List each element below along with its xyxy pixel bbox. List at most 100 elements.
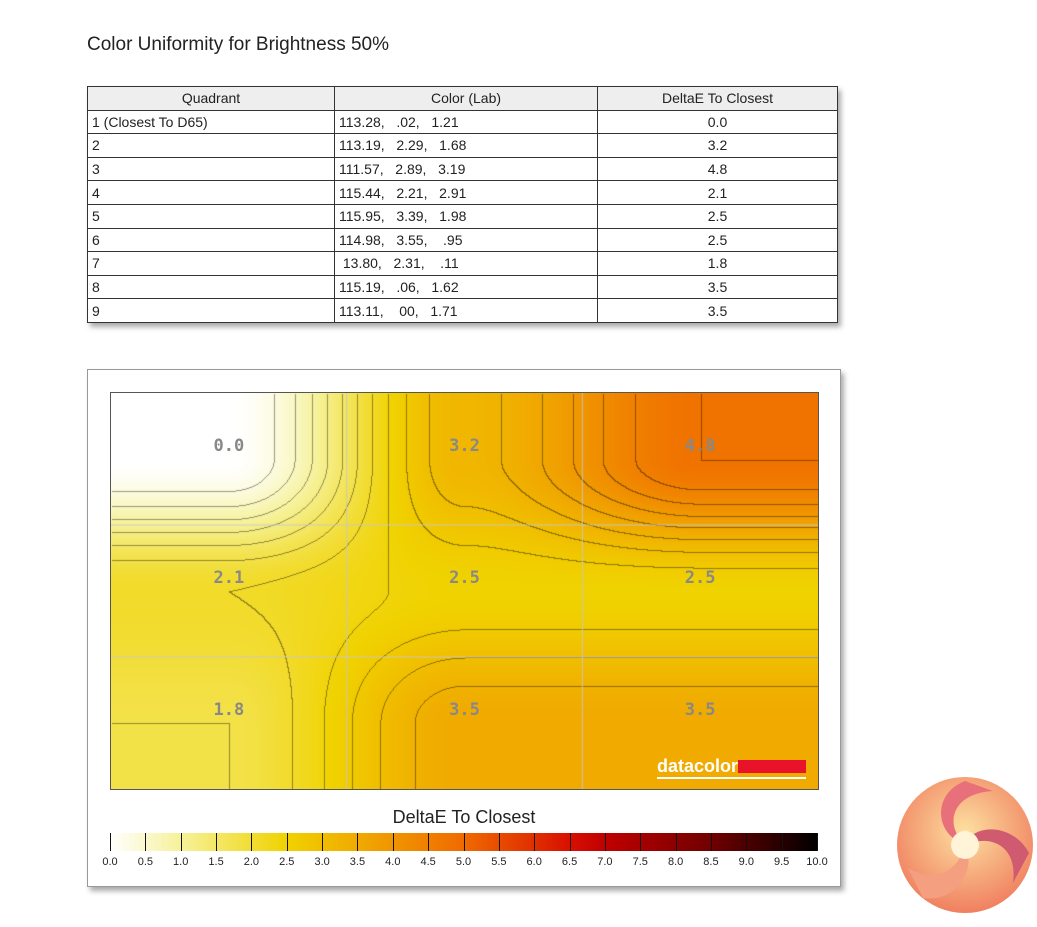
quadrant-cell: 3 <box>87 156 335 182</box>
col-header: Quadrant <box>87 86 335 111</box>
table-row: 7 13.80, 2.31, .11 1.8 <box>87 251 838 276</box>
table-row: 1 (Closest To D65) 113.28, .02, 1.21 0.0 <box>87 109 838 135</box>
quadrant-cell: 5 <box>87 203 335 229</box>
lab-cell: 113.19, 2.29, 1.68 <box>334 133 598 158</box>
scale-tick <box>286 833 288 851</box>
scale-tick <box>251 833 253 851</box>
scale-tick-label: 10.0 <box>806 856 828 868</box>
scale-tick-label: 0.0 <box>102 856 118 868</box>
lab-cell: 115.95, 3.39, 1.98 <box>334 203 598 229</box>
deltae-cell: 2.5 <box>597 227 838 253</box>
scale-tick-label: 9.0 <box>738 856 754 868</box>
cell-value-label: 4.8 <box>684 435 716 456</box>
scale-tick-label: 8.0 <box>667 856 684 868</box>
uniformity-table: Quadrant Color (Lab) DeltaE To Closest 1… <box>87 86 838 323</box>
uniformity-chart: datacolor 0.0 3.2 4.8 2.1 2.5 2.5 1.8 3.5 3.5 De… <box>87 369 841 887</box>
scale-tick <box>322 833 324 851</box>
scale-tick <box>498 833 500 851</box>
lab-cell: 113.11, 00, 1.71 <box>334 298 598 323</box>
scale-tick <box>710 833 712 851</box>
scale-tick <box>534 833 536 851</box>
heatmap-plot: datacolor 0.0 3.2 4.8 2.1 2.5 2.5 1.8 3.5 3.5 <box>110 392 819 790</box>
scale-tick-label: 5.5 <box>491 856 507 868</box>
cell-value-label: 3.5 <box>684 699 716 720</box>
scale-tick <box>463 833 465 851</box>
quadrant-cell: 4 <box>87 180 335 205</box>
scale-tick-label: 5.0 <box>455 856 472 868</box>
datacolor-logo: datacolor <box>656 756 806 779</box>
table-row: 8 115.19, .06, 1.62 3.5 <box>87 274 838 300</box>
legend-title: DeltaE To Closest <box>392 807 536 827</box>
scale-tick <box>781 833 783 851</box>
deltae-cell: 3.5 <box>597 298 838 323</box>
scale-tick-label: 3.0 <box>314 856 330 868</box>
brand-bar <box>738 760 806 773</box>
scale-tick-label: 6.5 <box>561 856 578 868</box>
lab-cell: 113.28, .02, 1.21 <box>334 109 598 135</box>
scale-tick-label: 2.0 <box>243 856 260 868</box>
scale-tick <box>392 833 394 851</box>
cell-value-label: 0.0 <box>213 435 245 456</box>
quadrant-cell: 2 <box>87 133 335 158</box>
scale-tick-label: 9.5 <box>773 856 790 868</box>
quadrant-cell: 1 (Closest To D65) <box>87 109 335 135</box>
scale-tick <box>746 833 748 851</box>
table-row: 5 115.95, 3.39, 1.98 2.5 <box>87 203 838 229</box>
scale-tick <box>428 833 430 851</box>
lab-cell: 111.57, 2.89, 3.19 <box>334 156 598 182</box>
quadrant-cell: 8 <box>87 274 335 300</box>
deltae-cell: 3.2 <box>597 133 838 158</box>
table-row: 3 111.57, 2.89, 3.19 4.8 <box>87 156 838 182</box>
lab-cell: 13.80, 2.31, .11 <box>334 251 598 276</box>
cell-value-label: 2.1 <box>213 567 245 588</box>
table-row: 9 113.11, 00, 1.71 3.5 <box>87 298 838 323</box>
table-row: 6 114.98, 3.55, .95 2.5 <box>87 227 838 253</box>
scale-tick-label: 6.0 <box>526 856 542 868</box>
scale-tick-label: 0.5 <box>137 856 153 868</box>
scale-tick <box>357 833 359 851</box>
cell-value-label: 3.5 <box>449 699 480 720</box>
deltae-cell: 4.8 <box>597 156 838 182</box>
scale-tick <box>675 833 677 851</box>
lab-cell: 114.98, 3.55, .95 <box>334 227 598 253</box>
quadrant-cell: 9 <box>87 298 335 323</box>
scale-tick <box>640 833 642 851</box>
scale-tick <box>569 833 571 851</box>
quadrant-cell: 6 <box>87 227 335 253</box>
deltae-cell: 2.5 <box>597 203 838 229</box>
table-row: 4 115.44, 2.21, 2.91 2.1 <box>87 180 838 205</box>
lab-cell: 115.19, .06, 1.62 <box>334 274 598 300</box>
quadrant-cell: 7 <box>87 251 335 276</box>
scale-tick-label: 7.5 <box>632 856 648 868</box>
scale-tick <box>817 833 818 851</box>
site-logo <box>897 777 1033 913</box>
deltae-cell: 1.8 <box>597 251 838 276</box>
col-header: Color (Lab) <box>334 86 598 111</box>
scale-tick <box>145 833 147 851</box>
scale-tick-label: 4.0 <box>385 856 401 868</box>
cell-value-label: 2.5 <box>684 567 716 588</box>
cell-value-label: 3.2 <box>449 435 480 456</box>
scale-tick-label: 1.5 <box>208 856 224 868</box>
deltae-cell: 3.5 <box>597 274 838 300</box>
scale-tick-label: 8.5 <box>703 856 719 868</box>
scale-tick <box>110 833 111 851</box>
col-header: DeltaE To Closest <box>597 86 838 111</box>
cell-value-label: 1.8 <box>213 699 245 720</box>
scale-tick-label: 2.5 <box>279 856 295 868</box>
scale-tick-label: 7.0 <box>597 856 613 868</box>
table-row: 2 113.19, 2.29, 1.68 3.2 <box>87 133 838 158</box>
deltae-cell: 2.1 <box>597 180 838 205</box>
deltae-cell: 0.0 <box>597 109 838 135</box>
heatmap-field <box>111 393 818 789</box>
cell-value-label: 2.5 <box>449 567 480 588</box>
scale-tick-label: 1.0 <box>173 856 189 868</box>
scale-tick <box>180 833 182 851</box>
scale-tick-label: 3.5 <box>349 856 366 868</box>
lab-cell: 115.44, 2.21, 2.91 <box>334 180 598 205</box>
brand-text: datacolor <box>656 756 738 776</box>
scale-tick <box>604 833 606 851</box>
scale-tick <box>216 833 218 851</box>
page-title: Color Uniformity for Brightness 50% <box>87 34 389 55</box>
scale-tick-label: 4.5 <box>420 856 436 868</box>
